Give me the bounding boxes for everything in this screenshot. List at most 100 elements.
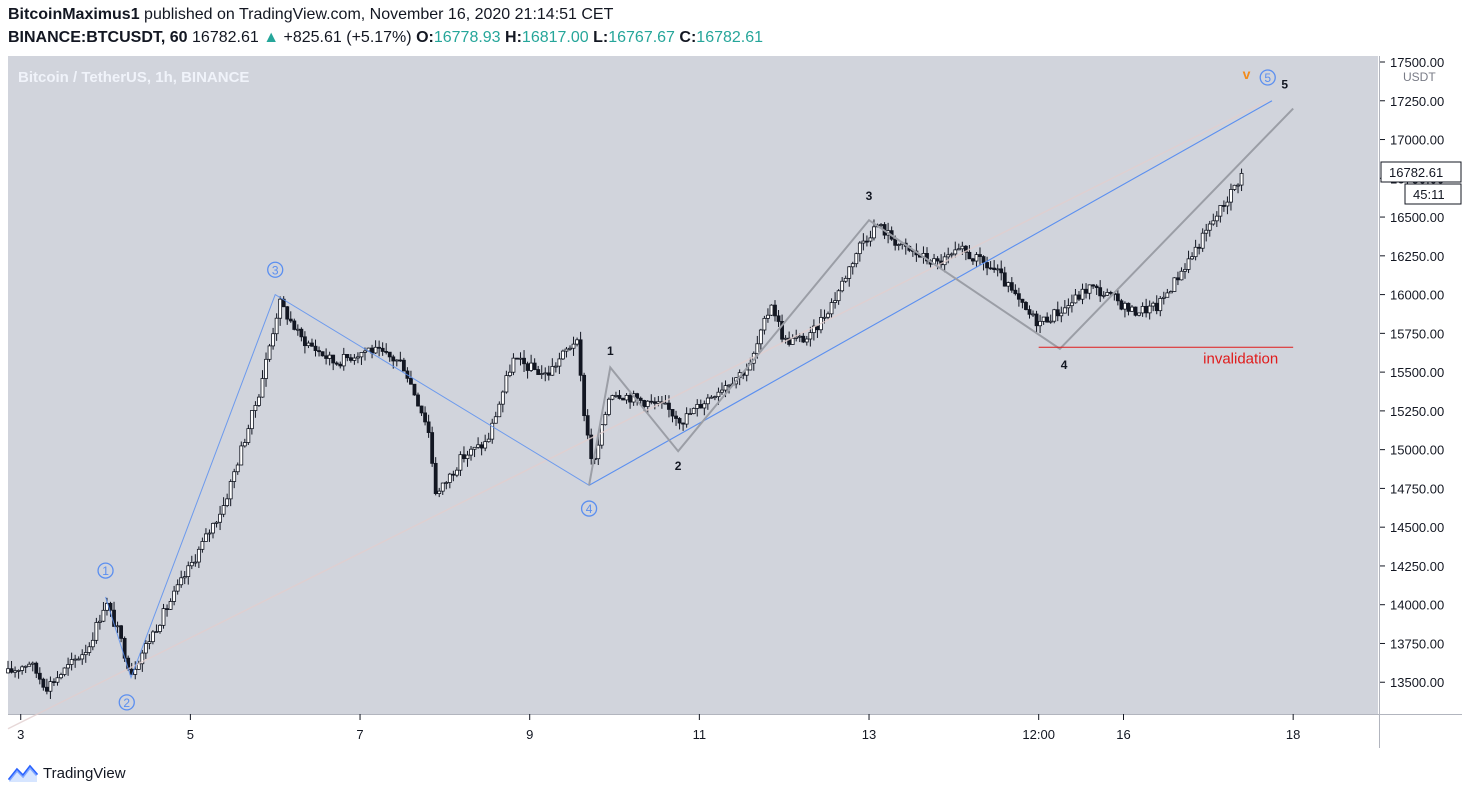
candle-up [953, 249, 958, 255]
candle-up [960, 245, 965, 250]
candle-up [274, 317, 279, 335]
candle-up [186, 565, 191, 577]
candle-down [681, 422, 686, 425]
y-tick-label: 15250.00 [1390, 404, 1444, 419]
candle-down [582, 374, 587, 417]
y-tick-label: 13750.00 [1390, 636, 1444, 651]
candle-down [967, 251, 972, 260]
candle-up [249, 410, 254, 430]
candle-up [1070, 302, 1074, 307]
candle-up [373, 346, 378, 354]
candle-up [359, 352, 364, 358]
candle-up [539, 373, 544, 375]
candle-down [479, 444, 484, 449]
candle-down [635, 393, 640, 399]
candle-up [143, 643, 148, 654]
x-tick-label: 18 [1286, 727, 1300, 742]
candle-up [179, 577, 184, 586]
candle-up [140, 652, 145, 665]
candle-up [193, 561, 198, 564]
candle-up [204, 533, 208, 542]
candle-up [440, 482, 445, 492]
y-tick-label: 14000.00 [1390, 598, 1444, 613]
candle-up [55, 677, 60, 683]
small-wave-path [588, 107, 1294, 486]
candle-down [988, 267, 993, 270]
symbol: BINANCE:BTCUSDT, 60 [8, 29, 188, 46]
candle-up [6, 668, 10, 674]
candle-up [87, 646, 92, 653]
candle-down [387, 351, 392, 358]
candle-up [239, 445, 244, 466]
candle-down [348, 357, 353, 361]
candle-down [419, 405, 424, 414]
y-tick-label: 14750.00 [1390, 481, 1444, 496]
plot-area[interactable] [8, 56, 1378, 714]
candle-up [843, 277, 848, 282]
close-label: C: [679, 29, 697, 46]
candle-down [409, 377, 413, 385]
candle-down [787, 337, 792, 345]
candle-down [401, 359, 406, 372]
candle-down [391, 356, 396, 362]
candle-up [225, 498, 230, 506]
candle-up [1232, 184, 1237, 190]
candle-up [465, 454, 470, 460]
open-label: O: [416, 29, 434, 46]
candle-up [444, 482, 449, 484]
candle-down [773, 304, 777, 317]
up-arrow-icon: ▲ [263, 29, 280, 46]
y-tick-label: 14500.00 [1390, 520, 1444, 535]
candle-up [253, 405, 258, 411]
wave-labels: 1 2 3 4 5 1 2 3 4 5 invalidation v [97, 66, 1288, 711]
candle-up [833, 300, 837, 303]
candle-up [614, 395, 618, 397]
small-wave-label: 5 [1281, 77, 1288, 91]
candle-up [1179, 270, 1184, 281]
candle-up [702, 403, 707, 409]
candle-up [568, 347, 572, 350]
candle-down [285, 306, 290, 320]
candle-up [1031, 313, 1035, 316]
candle-up [1165, 292, 1170, 298]
candle-down [384, 351, 389, 353]
candle-up [1066, 305, 1071, 309]
candle-up [500, 391, 505, 405]
candle-up [97, 620, 102, 623]
candle-up [76, 658, 81, 661]
candle-up [688, 413, 693, 415]
candle-up [727, 384, 731, 387]
candle-up [271, 333, 275, 347]
candle-down [589, 434, 594, 460]
big-wave-circle [118, 694, 135, 711]
y-tick-label: 15000.00 [1390, 443, 1444, 458]
price-axis[interactable] [1380, 56, 1462, 714]
candle-up [1214, 215, 1219, 222]
candle-down [649, 400, 654, 403]
x-tick-label: 9 [526, 727, 533, 742]
high-label: H: [505, 29, 522, 46]
footer-brand[interactable]: TradingView [8, 763, 126, 783]
change-value: +825.61 (+5.17%) [283, 29, 412, 46]
candle-up [857, 242, 862, 255]
candle-up [1236, 184, 1240, 187]
candle-up [66, 664, 70, 669]
candle-up [27, 663, 32, 667]
author-name[interactable]: BitcoinMaximus1 [8, 6, 140, 23]
candle-down [585, 415, 590, 436]
candle-up [766, 314, 770, 319]
candle-up [720, 389, 724, 393]
candle-up [267, 345, 272, 360]
candle-down [935, 258, 940, 262]
candle-up [716, 391, 721, 398]
big-wave-path [105, 100, 1273, 680]
candle-up [175, 584, 180, 592]
candle-up [1158, 298, 1163, 312]
candle-down [1154, 302, 1159, 312]
candle-down [1126, 302, 1131, 312]
candle-up [974, 254, 979, 262]
small-wave-label: 4 [1061, 358, 1068, 372]
big-wave-label: 5 [1264, 71, 1271, 85]
candle-up [946, 254, 951, 258]
